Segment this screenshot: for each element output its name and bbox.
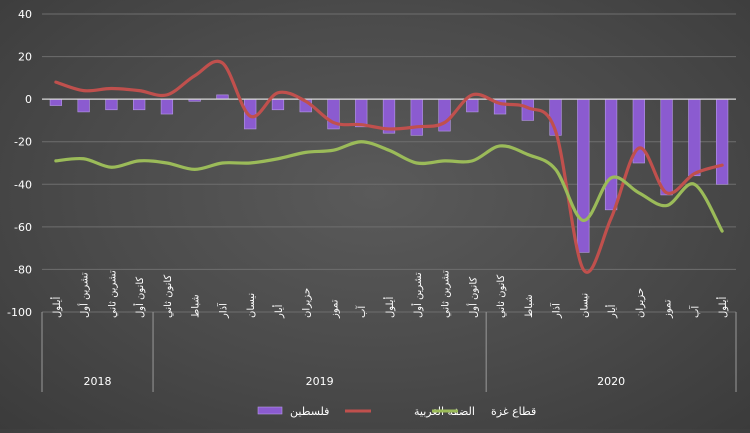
y-tick-label: -40 [14, 178, 32, 191]
gridlines [42, 13, 736, 313]
bar [49, 98, 63, 106]
x-tick-label: تشرين ثاني [107, 270, 118, 318]
legend-label: قطاع غزة [491, 405, 536, 418]
bar [410, 98, 423, 136]
bar [688, 98, 701, 177]
y-tick-label: -60 [14, 221, 32, 234]
y-tick-label: 40 [18, 8, 32, 21]
legend-label: فلسطين [290, 405, 329, 418]
series-line-2 [54, 140, 724, 233]
bar [577, 98, 590, 253]
bar [660, 98, 673, 196]
x-tick-label: نيسان [579, 293, 590, 318]
year-group-label: 2020 [597, 375, 625, 388]
x-tick-label: أيلول [383, 296, 396, 318]
bar [271, 98, 285, 111]
x-tick-label: تشرين ثاني [441, 270, 452, 318]
bar [438, 98, 451, 132]
x-tick-label: نيسان [246, 293, 257, 318]
series-line-1 [54, 59, 724, 274]
bar [105, 98, 118, 111]
bar [160, 98, 174, 115]
x-tick-label: تموز [663, 299, 674, 319]
x-tick-label: كانون أول [133, 277, 146, 318]
x-tick-label: آب [355, 305, 368, 318]
x-tick-label: آب [688, 305, 701, 318]
x-tick-label: تموز [329, 299, 340, 319]
x-tick-label: حزيران [635, 288, 646, 318]
year-group-label: 2019 [306, 375, 334, 388]
x-tick-label: أيلول [716, 296, 729, 318]
bar [77, 98, 90, 113]
x-tick-label: كانون ثاني [496, 275, 507, 318]
x-tick-label: آذار [550, 302, 563, 319]
x-tick-label: شباط [524, 294, 535, 318]
bar [604, 98, 618, 211]
y-tick-label: -100 [7, 306, 32, 319]
x-tick-label: تشرين أول [411, 272, 424, 318]
x-tick-label: حزيران [302, 288, 313, 318]
x-tick-label: كانون أول [466, 277, 479, 318]
x-tick-label: كانون ثاني [163, 275, 174, 318]
x-tick-label: أيار [605, 304, 618, 319]
y-tick-label: 0 [25, 93, 32, 106]
x-tick-label: أيلول [50, 296, 63, 318]
y-tick-label: -20 [14, 136, 32, 149]
x-tick-label: شباط [191, 294, 202, 318]
bar [133, 98, 146, 111]
y-tick-label: 20 [18, 51, 32, 64]
legend: فلسطين الضفة الغربية قطاع غزة [257, 405, 536, 418]
bar [715, 98, 729, 185]
x-tick-label: آذار [216, 302, 229, 319]
y-tick-label: -80 [14, 263, 32, 276]
bar [466, 98, 479, 113]
legend-swatch [257, 406, 283, 415]
bar [355, 98, 368, 128]
x-tick-label: تشرين أول [78, 272, 91, 318]
year-group-label: 2018 [84, 375, 112, 388]
x-tick-label: أيار [272, 304, 285, 319]
